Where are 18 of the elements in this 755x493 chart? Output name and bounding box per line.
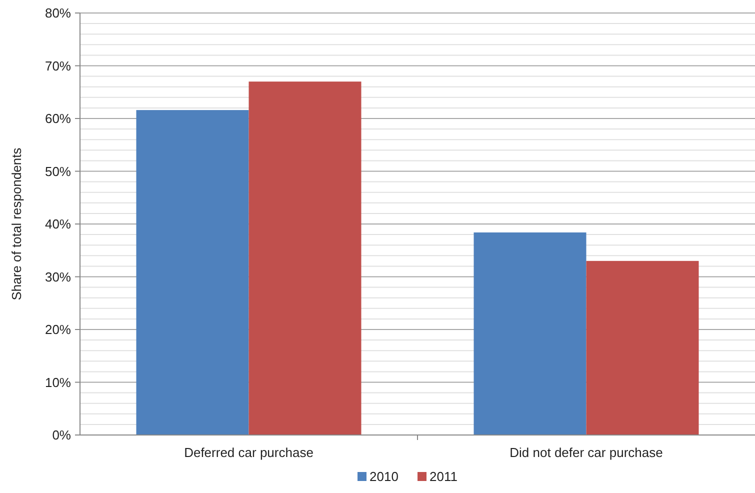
y-tick-label: 30% — [44, 269, 72, 284]
y-tick-label: 0% — [52, 428, 72, 443]
bar — [136, 110, 249, 435]
y-tick-label: 40% — [44, 216, 72, 232]
bar — [474, 232, 586, 435]
x-tick-label: Did not defer car purchase — [510, 445, 663, 460]
y-tick-label: 60% — [44, 111, 72, 126]
y-tick-label: 20% — [44, 322, 72, 338]
y-tick-label: 70% — [44, 58, 72, 74]
x-tick-label: Deferred car purchase — [184, 445, 314, 460]
y-tick-label: 80% — [44, 6, 72, 21]
y-axis-title: Share of total respondents — [9, 147, 24, 300]
bar — [248, 82, 362, 435]
legend-label: 2010 — [370, 469, 398, 484]
legend-label: 2011 — [430, 469, 458, 484]
y-tick-label: 50% — [44, 164, 72, 179]
y-tick-label: 10% — [44, 374, 72, 390]
bar — [586, 260, 699, 435]
